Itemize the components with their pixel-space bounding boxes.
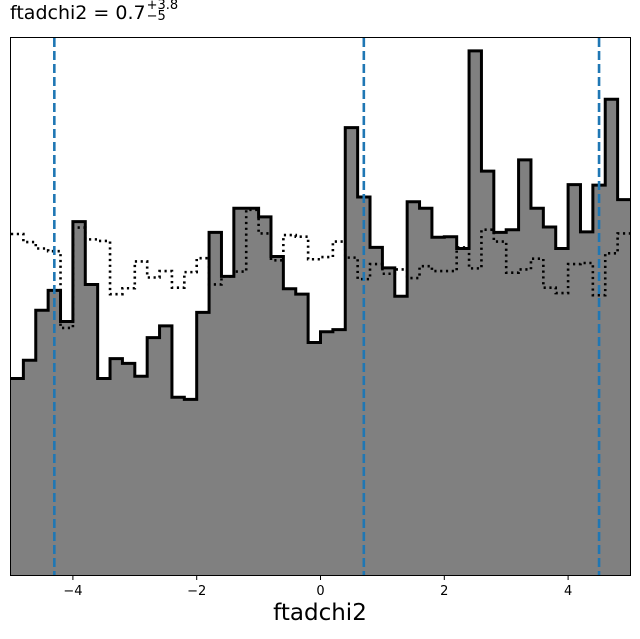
histogram-bar	[543, 227, 557, 576]
histogram-bar	[568, 184, 581, 575]
histogram-bar	[295, 294, 309, 575]
x-tick-label: −4	[63, 584, 82, 599]
histogram-bar	[407, 201, 420, 575]
dotted-histogram-outline	[11, 208, 630, 330]
histogram-bar	[332, 329, 346, 575]
histogram-bar	[258, 216, 272, 576]
histogram-bar	[184, 399, 198, 575]
histogram-bar	[617, 199, 631, 575]
histogram-outline-layer	[11, 49, 630, 401]
title-param-name: ftadchi2	[10, 2, 88, 24]
title-equals: =	[93, 2, 110, 24]
histogram-bar	[97, 378, 111, 575]
histogram-bar	[60, 321, 74, 575]
histogram-bar	[85, 284, 99, 575]
histogram-bar	[481, 171, 495, 575]
histogram-bar	[444, 236, 458, 575]
chart-title: ftadchi2 = 0.7 +3.8 −5	[10, 0, 179, 25]
x-tick-label: 4	[564, 584, 572, 599]
histogram-bar	[382, 267, 396, 575]
x-axis-ticks: −4 −2 0 2 4	[63, 575, 572, 599]
histogram-bar	[431, 237, 445, 576]
histogram-bar	[493, 232, 507, 576]
histogram-bar	[518, 159, 532, 576]
histogram-bar	[580, 231, 594, 575]
histogram-bar	[233, 208, 247, 575]
histogram-bar	[345, 127, 359, 575]
histogram-bar	[308, 342, 321, 575]
histogram-bar	[196, 312, 210, 575]
plot-frame	[10, 37, 631, 576]
histogram-bar	[357, 196, 371, 575]
x-tick-label: −2	[187, 584, 206, 599]
x-axis-label: ftadchi2	[273, 600, 367, 626]
histogram-bar	[394, 296, 408, 575]
histogram-bar	[456, 248, 470, 575]
title-upper-error: +3.8	[146, 0, 179, 13]
histogram-bar	[221, 276, 235, 575]
quantile-lines-layer	[53, 38, 601, 575]
histogram-bar	[320, 331, 334, 575]
histogram-bar	[35, 310, 49, 575]
histogram-bar	[122, 363, 136, 575]
histogram-bar	[134, 376, 148, 575]
title-errors: +3.8 −5	[146, 0, 179, 24]
histogram-bar	[605, 99, 619, 575]
histogram-bar	[72, 221, 86, 576]
title-value: 0.7	[115, 2, 146, 24]
histogram-bar	[11, 378, 24, 575]
histogram-bar	[147, 337, 160, 575]
x-tick-label: 0	[316, 584, 324, 599]
histogram-bar	[246, 208, 259, 575]
filled-histogram-outline	[11, 49, 630, 401]
histogram-bar	[270, 256, 284, 575]
histogram-bar	[171, 397, 185, 575]
histogram-bar	[530, 208, 544, 575]
histogram-bar	[110, 358, 123, 575]
histogram-bar	[469, 50, 482, 575]
histogram-bar	[283, 288, 297, 575]
histogram-bar	[23, 360, 37, 575]
histogram-bar	[419, 208, 433, 575]
histogram-bar	[506, 229, 519, 576]
filled-histogram-layer	[11, 50, 631, 576]
x-tick-label: 2	[440, 584, 448, 599]
histogram-bar	[159, 325, 173, 575]
histogram-bar	[370, 247, 383, 575]
histogram-bar	[209, 232, 222, 576]
histogram-bar	[555, 248, 569, 575]
title-lower-error: −5	[146, 8, 166, 24]
dotted-histogram-layer	[11, 208, 630, 330]
